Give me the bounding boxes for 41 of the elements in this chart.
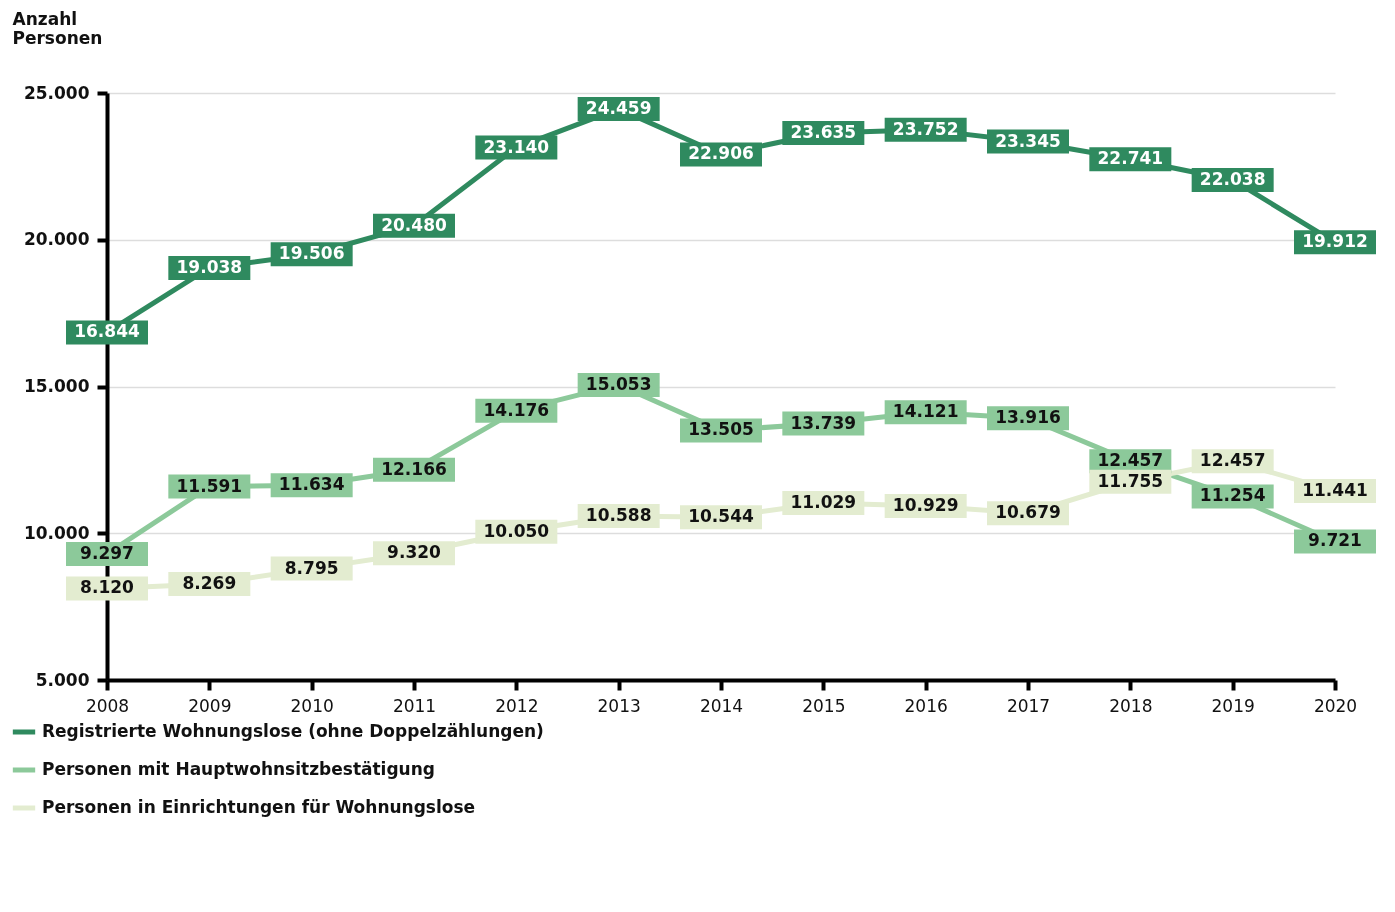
x-tick-label: 2020: [1313, 695, 1358, 716]
data-label: 22.741: [1097, 148, 1164, 169]
x-tick-label: 2013: [597, 695, 641, 716]
data-label: 23.635: [790, 122, 857, 143]
data-label: 20.480: [381, 214, 447, 235]
legend-label: Personen in Einrichtungen für Wohnungslose: [42, 797, 476, 817]
data-label: 13.739: [790, 412, 857, 433]
x-tick-label: 2012: [495, 695, 539, 716]
x-tick-label: 2009: [188, 695, 232, 716]
data-label: 23.752: [892, 118, 959, 139]
x-tick-label: 2019: [1211, 695, 1255, 716]
x-tick-label: 2018: [1109, 695, 1153, 716]
x-tick-label: 2014: [699, 695, 744, 716]
data-label: 22.906: [688, 143, 754, 164]
x-tick-label: 2017: [1006, 695, 1051, 716]
legend-label: Registrierte Wohnungslose (ohne Doppelzählungen): [42, 721, 544, 741]
y-tick-label: 15.000: [23, 376, 90, 396]
data-label: 14.121: [892, 401, 959, 422]
data-label: 23.140: [483, 136, 550, 157]
y-tick-label: 10.000: [23, 522, 90, 543]
data-label: 19.038: [176, 256, 243, 277]
x-tick-label: 2015: [802, 695, 846, 716]
y-tick-label: 25.000: [23, 82, 90, 103]
x-tick-label: 2008: [85, 695, 130, 716]
y-tick-label: 5.000: [35, 669, 90, 690]
data-label: 23.345: [995, 130, 1061, 151]
data-label: 19.506: [278, 243, 345, 264]
y-axis-title: Anzahl Personen: [12, 8, 103, 48]
data-label: 24.459: [585, 97, 652, 118]
data-label: 16.844: [74, 321, 140, 342]
data-label: 15.053: [585, 373, 652, 394]
data-label: 13.505: [688, 419, 754, 440]
x-tick-label: 2011: [392, 695, 437, 716]
data-label: 14.176: [483, 399, 550, 420]
data-label: 13.916: [995, 407, 1061, 428]
data-label: 22.038: [1199, 168, 1266, 189]
x-tick-label: 2016: [904, 695, 948, 716]
x-tick-label: 2010: [290, 695, 334, 716]
legend-label: Personen mit Hauptwohnsitzbestätigung: [42, 759, 435, 779]
data-label: 19.912: [1302, 231, 1368, 252]
y-tick-label: 20.000: [23, 229, 90, 250]
